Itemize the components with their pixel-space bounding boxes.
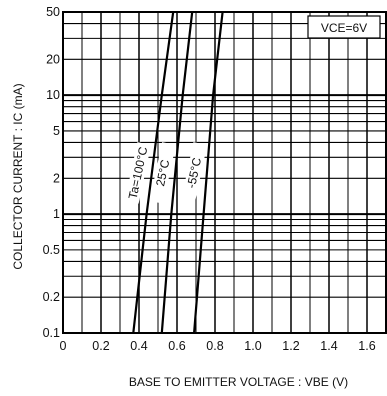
x-axis-label: BASE TO EMITTER VOLTAGE : VBE (V) [129,375,348,389]
series-label: Ta=100°C [126,145,151,200]
y-tick-labels: 0.1 0.2 0.5 1 2 5 10 20 50 [43,5,60,340]
x-tick-label: 0.8 [206,339,223,353]
series-label: -55°C [184,156,204,189]
y-tick-label: 20 [46,52,60,66]
y-tick-label: 5 [53,124,60,138]
x-tick-label: 1.2 [282,339,299,353]
series-label-bg [124,142,152,204]
annotation-text: VCE=6V [321,21,367,35]
annotation-box-frame [307,15,381,39]
series-label-group: Ta=100°C [124,142,152,204]
x-tick-label: 0.2 [92,339,109,353]
x-tick-label: 1.0 [244,339,261,353]
series-label: 25°C [153,158,172,187]
series-line [160,11,194,334]
x-tick-label: 0 [60,339,67,353]
y-tick-label: 0.1 [43,326,60,340]
series-label-group: 25°C [149,142,176,204]
x-tick-label: 1.4 [320,339,337,353]
minor-grid [63,12,386,333]
series-labels: Ta=100°C 25°C -55°C [124,142,208,204]
plot-frame [62,11,387,334]
y-tick-label: 1 [53,207,60,221]
x-tick-labels: 0 0.2 0.4 0.6 0.8 1.0 1.2 1.4 1.6 [60,339,376,353]
major-grid [63,12,386,333]
y-tick-label: 0.2 [43,290,60,304]
series-label-group: -55°C [180,142,208,204]
series-line [193,11,224,334]
series-group [132,11,224,334]
y-axis-label: COLLECTOR CURRENT : IC (mA) [11,83,25,269]
annotation-box: VCE=6V [307,15,381,39]
series-label-bg [149,142,176,204]
y-tick-label: 10 [46,88,60,102]
series-label-bg [180,142,208,204]
y-tick-label: 0.5 [43,243,60,257]
x-tick-label: 1.6 [358,339,375,353]
y-tick-label: 2 [53,171,60,185]
y-tick-label: 50 [46,5,60,19]
x-tick-label: 0.6 [168,339,185,353]
series-line [132,11,175,334]
x-tick-label: 0.4 [130,339,147,353]
